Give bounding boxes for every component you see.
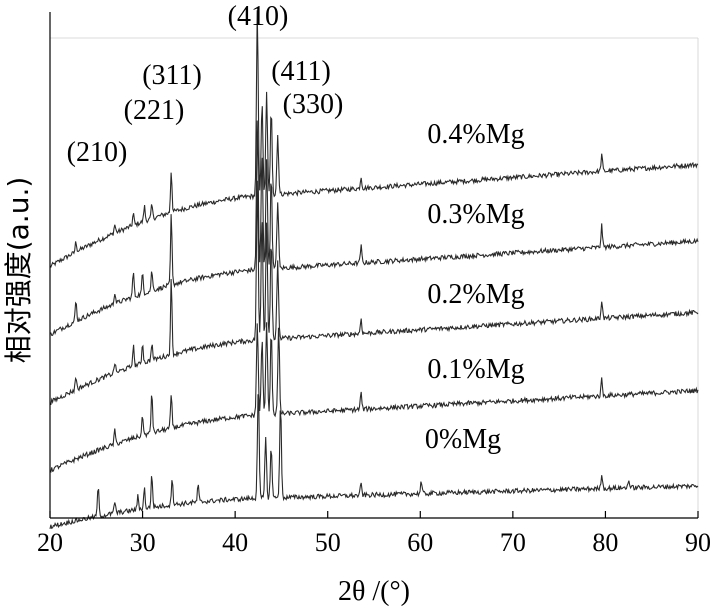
- peak-label: (410): [228, 1, 289, 32]
- grid-lines: [50, 37, 699, 518]
- peak-label: (311): [142, 60, 202, 91]
- x-tick-label: 60: [407, 528, 433, 557]
- peak-label: (411): [271, 56, 331, 87]
- x-tick-label: 50: [315, 528, 341, 557]
- peak-label: (210): [67, 137, 128, 168]
- series-trace: [50, 180, 699, 405]
- series-trace: [49, 322, 699, 473]
- x-axis-title: 2θ /(°): [338, 576, 410, 607]
- series-trace: [49, 120, 699, 336]
- series-trace: [49, 394, 699, 530]
- y-axis-title: 相对强度(a.u.): [2, 177, 35, 364]
- x-tick-label: 80: [592, 528, 618, 557]
- series-label: 0.1%Mg: [427, 354, 524, 385]
- series-label: 0.4%Mg: [427, 119, 524, 150]
- peak-labels: (210) (221) (311) (410) (411)(330): [67, 1, 344, 168]
- x-tick-label: 40: [222, 528, 248, 557]
- series-trace: [49, 10, 699, 268]
- series-label: 0.3%Mg: [427, 199, 524, 230]
- x-tick-label: 70: [500, 528, 526, 557]
- series-traces: [49, 10, 699, 530]
- x-tick-label: 30: [130, 528, 156, 557]
- axes: [49, 12, 698, 519]
- series-labels: 0.4%Mg 0.3%Mg 0.2%Mg 0.1%Mg 0%Mg: [425, 119, 525, 455]
- x-tick-label: 90: [685, 528, 711, 557]
- series-label: 0.2%Mg: [427, 279, 524, 310]
- peak-label: (330): [283, 89, 344, 120]
- x-ticks: 20 30 40 50 60 70 80 90: [37, 511, 711, 557]
- series-label: 0%Mg: [425, 424, 501, 455]
- peak-label: (221): [124, 95, 185, 126]
- x-tick-label: 20: [37, 528, 63, 557]
